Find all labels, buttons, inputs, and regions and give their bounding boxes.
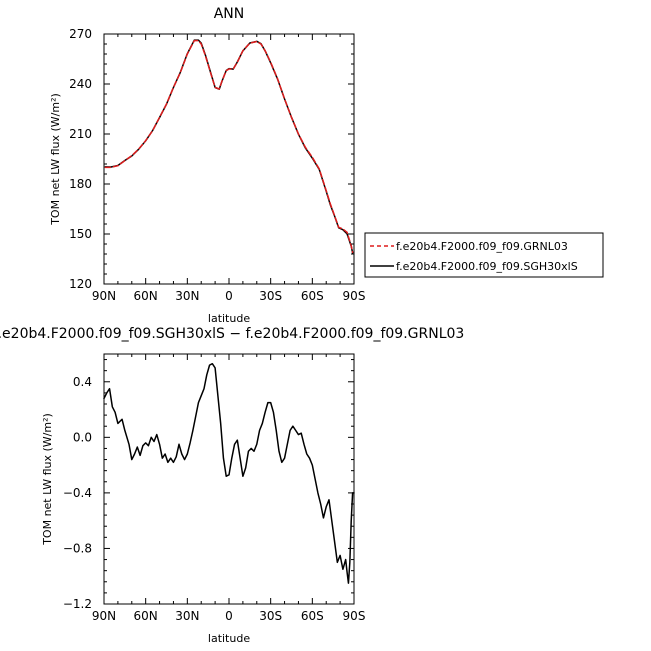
bottom-chart-y-tick-label: 0.4 [73,375,92,389]
bottom-chart-y-tick-label: −1.2 [63,597,92,611]
top-chart-x-tick-label: 90N [92,289,116,303]
top-chart-y-tick-label: 180 [69,177,92,191]
bottom-chart-y-tick-label: 0.0 [73,430,92,444]
top-chart-y-axis-label: TOM net LW flux (W/m²) [49,93,62,226]
top-chart-x-tick-label: 90S [343,289,366,303]
top-chart-x-tick-label: 60S [301,289,324,303]
top-chart-x-tick-label: 30N [175,289,199,303]
top-chart-x-tick-label: 60N [134,289,158,303]
top-chart-series-line-1 [104,39,354,254]
top-chart-axes: 90N 60N 30N 0 30S 60S 90S 120 150 180 210 240 270 [69,27,365,303]
bottom-chart-plot-area [103,362,355,584]
bottom-chart-x-tick-label: 90S [343,609,366,623]
bottom-chart-series-line-0 [103,362,355,584]
bottom-chart-x-tick-label: 30N [175,609,199,623]
bottom-chart-x-tick-label: 60S [301,609,324,623]
bottom-panel: f.e20b4.F2000.f09_f09.SGH30xlS − f.e20b4… [0,326,464,645]
bottom-chart-title: f.e20b4.F2000.f09_f09.SGH30xlS − f.e20b4… [0,326,464,342]
bottom-chart-x-tick-label: 30S [259,609,282,623]
bottom-chart-x-tick-label: 0 [225,609,233,623]
bottom-chart-x-axis-label: latitude [208,632,250,645]
bottom-chart-y-tick-label: −0.4 [63,486,92,500]
top-chart-y-tick-label: 120 [69,277,92,291]
legend-label-grnl03: f.e20b4.F2000.f09_f09.GRNL03 [396,240,568,253]
bottom-chart-y-axis-label: TOM net LW flux (W/m²) [41,413,54,546]
bottom-chart-axes: 90N 60N 30N 0 30S 60S 90S −1.2 −0.8 −0.4 0.0 0.4 [63,354,366,623]
top-chart-x-tick-label: 30S [259,289,282,303]
top-chart-x-tick-label: 0 [225,289,233,303]
top-chart-y-tick-label: 270 [69,27,92,41]
bottom-chart-x-tick-label: 60N [134,609,158,623]
top-chart-x-axis-label: latitude [208,312,250,325]
top-chart-y-tick-label: 210 [69,127,92,141]
legend-label-sgh30xls: f.e20b4.F2000.f09_f09.SGH30xlS [396,260,578,273]
top-chart-y-tick-label: 240 [69,77,92,91]
bottom-chart-y-tick-label: −0.8 [63,541,92,555]
bottom-chart-frame [103,353,355,605]
top-chart-series-line-0 [104,39,354,254]
top-chart-plot-area [104,39,354,254]
legend-box [364,232,604,278]
legend: f.e20b4.F2000.f09_f09.GRNL03 f.e20b4.F20… [364,232,604,278]
top-panel: ANN 90N 60N 30N 0 30S 60S 90S 120 150 180 210 240 27… [49,6,365,325]
top-chart-y-tick-label: 150 [69,227,92,241]
top-chart-title: ANN [214,6,245,22]
top-chart-frame [103,33,355,285]
bottom-chart-x-tick-label: 90N [92,609,116,623]
